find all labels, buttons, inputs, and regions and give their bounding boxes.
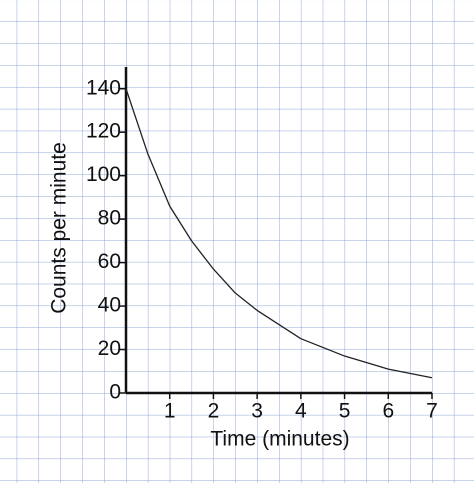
y-tick-label: 0: [109, 381, 121, 404]
x-tick-label: 4: [295, 400, 307, 423]
x-axis-title: Time (minutes): [210, 428, 349, 451]
x-tick-label: 7: [426, 400, 438, 423]
x-tick-label: 1: [164, 400, 176, 423]
x-tick-label: 5: [339, 400, 351, 423]
y-tick-label: 100: [86, 163, 121, 186]
x-tick-label: 2: [208, 400, 220, 423]
decay-curve: [125, 88, 433, 379]
y-tick-label: 60: [98, 250, 121, 273]
y-tick-label: 40: [98, 294, 121, 317]
y-tick-label: 120: [86, 120, 121, 143]
y-tick-label: 20: [98, 337, 121, 360]
y-axis-title: Counts per minute: [48, 142, 71, 314]
y-tick-label: 140: [86, 76, 121, 99]
x-tick-label: 3: [251, 400, 263, 423]
x-tick-label: 6: [382, 400, 394, 423]
y-tick-label: 80: [98, 207, 121, 230]
